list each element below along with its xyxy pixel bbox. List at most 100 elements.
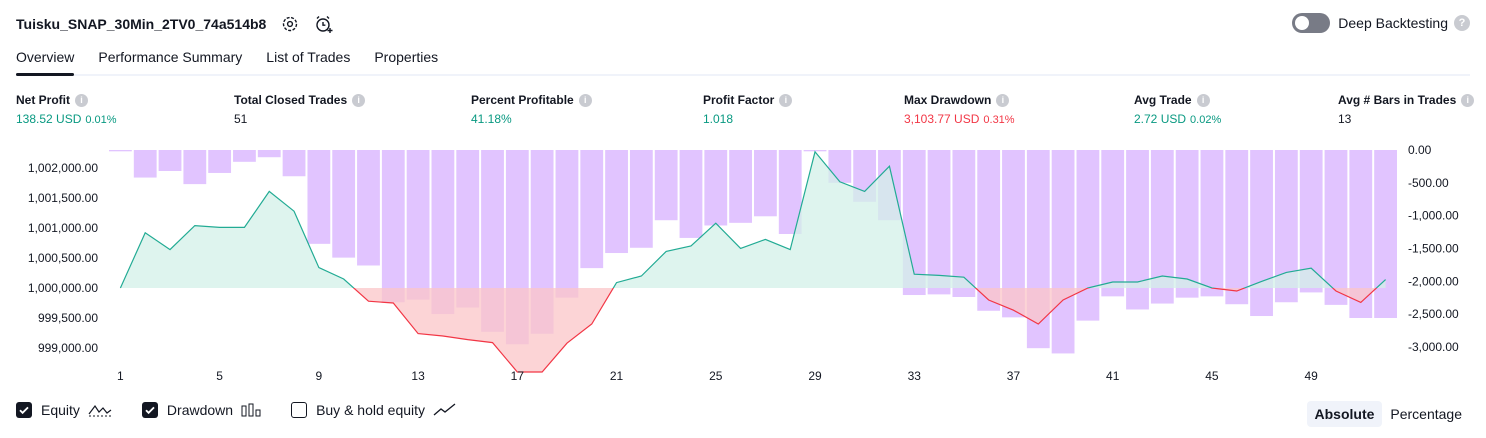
left-axis-tick-label: 999,000.00 [38, 341, 98, 355]
drawdown-bar [208, 150, 232, 173]
info-icon[interactable]: i [352, 93, 366, 107]
metrics-row: Net Profit i 138.52 USD 0.01% Total Closed… [0, 93, 1486, 133]
drawdown-bar [1250, 150, 1273, 317]
drawdown-bar [1101, 150, 1125, 297]
drawdown-bar [233, 150, 256, 162]
metric-value: 3,103.77 USD [904, 112, 980, 126]
info-icon[interactable]: i [779, 93, 793, 107]
right-axis-tick-label: -500.00 [1408, 176, 1449, 190]
deep-backtesting-toggle[interactable] [1292, 13, 1331, 33]
metric-value: 1.018 [703, 112, 734, 126]
metric-percent: 0.02% [1190, 114, 1222, 126]
right-axis-tick-label: 0.00 [1408, 143, 1432, 157]
tab-bar: Overview Performance Summary List of Tra… [16, 46, 1470, 76]
help-icon[interactable]: ? [1454, 15, 1470, 31]
drawdown-bar [1274, 150, 1298, 303]
left-axis-tick-label: 999,500.00 [38, 311, 98, 325]
x-axis-tick-label: 1 [117, 369, 124, 383]
metric-label: Max Drawdown [904, 93, 992, 107]
drawdown-bar [977, 150, 1001, 311]
tab-performance-summary[interactable]: Performance Summary [98, 49, 243, 65]
drawdown-bar [927, 150, 951, 295]
percentage-button[interactable]: Percentage [1390, 406, 1462, 422]
metric-total-closed-trades: Total Closed Trades i 51 [234, 93, 366, 126]
drawdown-bar [456, 150, 480, 308]
legend-buy-hold[interactable]: Buy & hold equity [291, 402, 457, 418]
drawdown-bar [605, 150, 628, 254]
tab-list-of-trades[interactable]: List of Trades [266, 49, 351, 65]
gear-icon[interactable] [280, 14, 300, 34]
drawdown-bar [580, 150, 604, 269]
left-axis-tick-label: 1,002,000.00 [28, 161, 98, 175]
drawdown-checkbox[interactable] [141, 402, 158, 418]
equity-area-negative [120, 288, 1386, 372]
drawdown-bar [481, 150, 504, 332]
info-icon[interactable]: i [1196, 93, 1210, 107]
drawdown-bar [952, 150, 976, 297]
buy-hold-label: Buy & hold equity [316, 402, 426, 418]
drawdown-bars-icon [241, 403, 261, 417]
drawdown-bar [133, 150, 157, 178]
metric-label: Profit Factor [703, 93, 775, 107]
drawdown-bar [406, 150, 430, 300]
equity-checkbox[interactable] [16, 402, 32, 418]
right-axis-tick-label: -1,000.00 [1408, 209, 1459, 223]
alarm-clock-add-icon[interactable] [314, 14, 334, 34]
equity-line-icon [88, 403, 112, 417]
info-icon[interactable]: i [578, 93, 592, 107]
metric-value: 2.72 USD [1134, 112, 1187, 126]
metric-value: 138.52 USD [16, 112, 82, 126]
info-icon[interactable]: i [75, 93, 88, 107]
deep-backtesting-label: Deep Backtesting [1338, 15, 1448, 31]
legend-drawdown[interactable]: Drawdown [141, 402, 261, 418]
left-axis-tick-label: 1,000,500.00 [28, 251, 98, 265]
metric-label: Net Profit [16, 93, 70, 107]
metric-label: Total Closed Trades [234, 93, 348, 107]
x-axis-tick-label: 41 [1106, 369, 1120, 383]
metric-max-drawdown: Max Drawdown i 3,103.77 USD 0.31% [904, 93, 1015, 126]
deep-backtesting: Deep Backtesting ? [1292, 13, 1470, 33]
metric-value: 41.18% [471, 112, 512, 126]
strategy-name[interactable]: Tuisku_SNAP_30Min_2TV0_74a514b8 [16, 16, 267, 32]
scale-mode-toggle: Absolute Percentage [1306, 401, 1471, 427]
x-axis-tick-label: 49 [1304, 369, 1318, 383]
header: Tuisku_SNAP_30Min_2TV0_74a514b8 [16, 12, 334, 36]
metric-percent-profitable: Percent Profitable i 41.18% [471, 93, 592, 126]
x-axis-tick-label: 29 [808, 369, 822, 383]
tab-overview[interactable]: Overview [16, 46, 75, 76]
drawdown-bar [1051, 150, 1075, 354]
x-axis-tick-label: 33 [908, 369, 922, 383]
equity-drawdown-chart[interactable]: 1,002,000.00 1,001,500.00 1,001,000.00 1,00… [0, 140, 1486, 390]
right-axis-tick-label: -1,500.00 [1408, 241, 1459, 255]
drawdown-bar [257, 150, 281, 158]
x-axis-tick-label: 9 [316, 369, 323, 383]
right-axis-tick-label: -2,000.00 [1408, 274, 1459, 288]
right-axis-tick-label: -3,000.00 [1408, 340, 1459, 354]
buy-hold-checkbox[interactable] [291, 402, 308, 418]
chart-legend: Equity Drawdown Buy & hold equity [16, 402, 487, 418]
drawdown-bar [530, 150, 554, 334]
drawdown-bar [1150, 150, 1174, 304]
metric-percent: 0.01% [85, 114, 117, 126]
left-axis-tick-label: 1,000,000.00 [28, 281, 98, 295]
drawdown-bar [1299, 150, 1323, 293]
drawdown-bar [158, 150, 182, 171]
info-icon[interactable]: i [1461, 93, 1475, 107]
drawdown-bar [1200, 150, 1224, 297]
metric-percent: 0.31% [983, 114, 1015, 126]
legend-equity[interactable]: Equity [16, 402, 112, 418]
x-axis-tick-label: 13 [411, 369, 425, 383]
metric-profit-factor: Profit Factor i 1.018 [703, 93, 793, 126]
buy-hold-line-icon [433, 403, 457, 417]
equity-label: Equity [41, 402, 80, 418]
drawdown-bar [332, 150, 356, 258]
absolute-button[interactable]: Absolute [1306, 401, 1383, 427]
info-icon[interactable]: i [996, 93, 1010, 107]
metric-label: Avg Trade [1134, 93, 1192, 107]
tab-properties[interactable]: Properties [374, 49, 439, 65]
drawdown-bar [1002, 150, 1025, 318]
drawdown-bar [282, 150, 306, 177]
drawdown-bar [1324, 150, 1348, 305]
drawdown-bar [1126, 150, 1149, 310]
left-axis-tick-label: 1,001,000.00 [28, 221, 98, 235]
